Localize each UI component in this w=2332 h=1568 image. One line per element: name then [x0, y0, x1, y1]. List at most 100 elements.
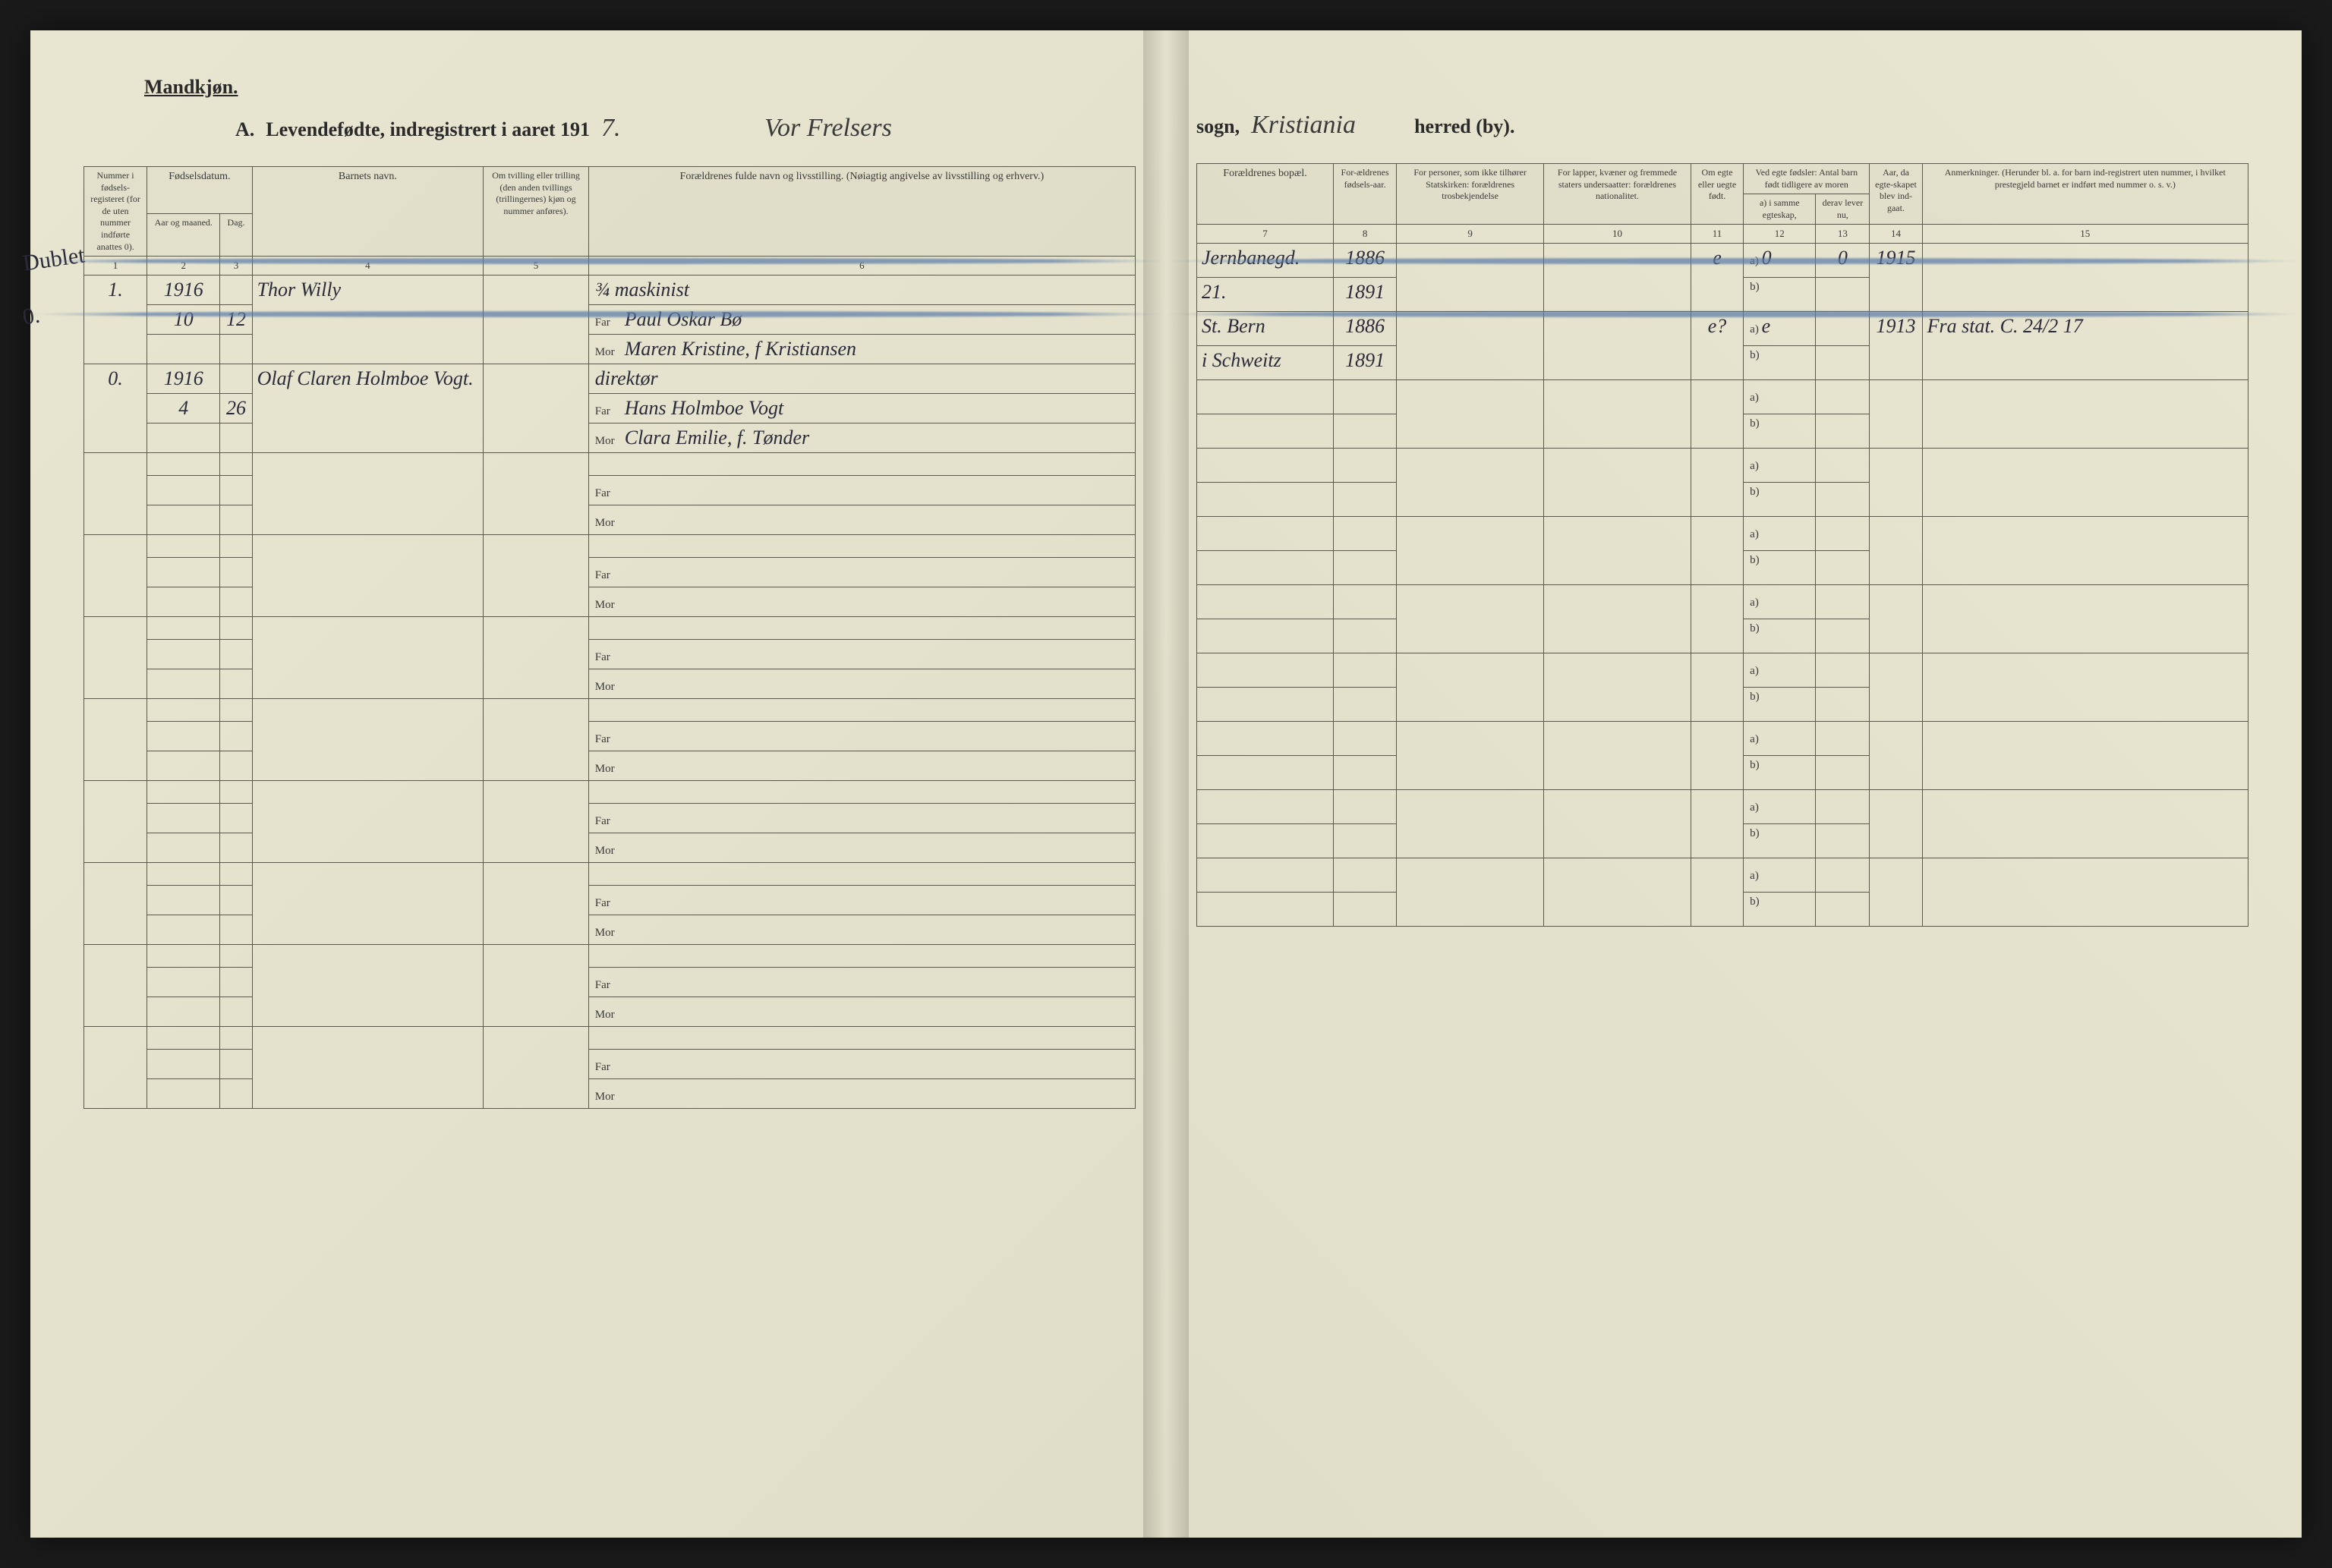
cell-child-name: Olaf Claren Holmboe Vogt.: [252, 364, 484, 453]
cell-b: b): [1744, 278, 1816, 312]
cell-occupation: [588, 535, 1135, 558]
cell-legit: e?: [1691, 312, 1743, 380]
cell-legit: [1691, 858, 1743, 927]
cell-child-name: [252, 945, 484, 1027]
cell-b-lever: [1816, 551, 1870, 585]
cell-day: [220, 1050, 252, 1079]
cell-mor: Mor: [588, 1079, 1135, 1109]
cell-residence-far: [1197, 653, 1334, 688]
cell-occupation: [588, 863, 1135, 886]
cell-birth-far: [1334, 653, 1397, 688]
cell-legit: [1691, 653, 1743, 722]
col-header-12: a) i samme egteskap,: [1744, 194, 1816, 225]
cell-day: [220, 640, 252, 669]
cell-year: [147, 945, 220, 968]
cell-mor: Mor: [588, 505, 1135, 535]
cell-empty: [147, 505, 220, 535]
cell-twin: [484, 453, 589, 535]
col-header-7: Forældrenes bopæl.: [1197, 164, 1334, 225]
col-header-6: Forældrenes fulde navn og livsstilling. …: [588, 167, 1135, 257]
cell-mor: Mor: [588, 669, 1135, 699]
handwritten-district: Kristiania: [1251, 111, 1403, 140]
cell-far: Far: [588, 722, 1135, 751]
cell-legit: e: [1691, 244, 1743, 312]
cell-mor: Mor: [588, 997, 1135, 1027]
colnum: 5: [484, 257, 589, 276]
cell-num: [84, 863, 147, 945]
cell-residence-mor: [1197, 551, 1334, 585]
cell-a-lever: 0: [1816, 244, 1870, 278]
cell-b: b): [1744, 346, 1816, 380]
cell-empty: [220, 453, 252, 476]
cell-far: Far Hans Holmboe Vogt: [588, 394, 1135, 423]
cell-birth-mor: [1334, 619, 1397, 653]
cell-nationality: [1544, 585, 1691, 653]
cell-child-name: [252, 617, 484, 699]
col-header-15: Anmerkninger. (Herunder bl. a. for barn …: [1922, 164, 2248, 225]
cell-empty: [147, 997, 220, 1027]
cell-twin: [484, 617, 589, 699]
cell-remark: Fra stat. C. 24/2 17: [1922, 312, 2248, 380]
cell-birth-far: 1886: [1334, 244, 1397, 278]
cell-a-lever: [1816, 790, 1870, 824]
cell-marriage-year: [1870, 653, 1922, 722]
cell-marriage-year: [1870, 722, 1922, 790]
left-page: Dublet 0. Mandkjøn. A. Levendefødte, ind…: [30, 30, 1166, 1538]
cell-birth-mor: [1334, 893, 1397, 927]
cell-remark: [1922, 380, 2248, 449]
cell-occupation: [588, 453, 1135, 476]
cell-far: Far: [588, 640, 1135, 669]
cell-residence-mor: [1197, 824, 1334, 858]
cell-empty: [147, 335, 220, 364]
cell-empty: [147, 587, 220, 617]
cell-day: [220, 804, 252, 833]
cell-residence-far: [1197, 858, 1334, 893]
cell-a: a): [1744, 585, 1816, 619]
cell-empty: [220, 364, 252, 394]
colnum: 7: [1197, 225, 1334, 244]
cell-far: Far Paul Oskar Bø: [588, 305, 1135, 335]
cell-birth-mor: [1334, 483, 1397, 517]
col-header-11: Om egte eller uegte født.: [1691, 164, 1743, 225]
colnum: 12: [1744, 225, 1816, 244]
colnum: 3: [220, 257, 252, 276]
cell-marriage-year: [1870, 517, 1922, 585]
cell-mor: Mor: [588, 915, 1135, 945]
cell-marriage-year: [1870, 449, 1922, 517]
title-row-right: sogn, Kristiania herred (by).: [1196, 111, 2248, 140]
cell-year: 1916: [147, 276, 220, 305]
cell-residence-mor: [1197, 619, 1334, 653]
cell-religion: [1397, 449, 1544, 517]
cell-residence-far: [1197, 380, 1334, 414]
cell-religion: [1397, 517, 1544, 585]
cell-num: [84, 1027, 147, 1109]
cell-empty: [147, 423, 220, 453]
cell-remark: [1922, 449, 2248, 517]
cell-mor: Mor: [588, 751, 1135, 781]
gender-label: Mandkjøn.: [144, 76, 1136, 99]
colnum: 13: [1816, 225, 1870, 244]
cell-month: [147, 476, 220, 505]
cell-residence-far: [1197, 790, 1334, 824]
cell-a-lever: [1816, 449, 1870, 483]
cell-b: b): [1744, 893, 1816, 927]
cell-empty: [147, 833, 220, 863]
cell-year: [147, 453, 220, 476]
cell-b: b): [1744, 414, 1816, 449]
cell-month: [147, 722, 220, 751]
cell-twin: [484, 364, 589, 453]
cell-nationality: [1544, 790, 1691, 858]
cell-b: b): [1744, 688, 1816, 722]
cell-a-lever: [1816, 585, 1870, 619]
cell-year: [147, 617, 220, 640]
cell-b-lever: [1816, 619, 1870, 653]
cell-a: a): [1744, 653, 1816, 688]
cell-birth-far: [1334, 380, 1397, 414]
cell-remark: [1922, 858, 2248, 927]
cell-empty: [220, 699, 252, 722]
cell-empty: [220, 833, 252, 863]
cell-twin: [484, 945, 589, 1027]
cell-empty: [220, 945, 252, 968]
cell-day: [220, 968, 252, 997]
cell-child-name: [252, 699, 484, 781]
